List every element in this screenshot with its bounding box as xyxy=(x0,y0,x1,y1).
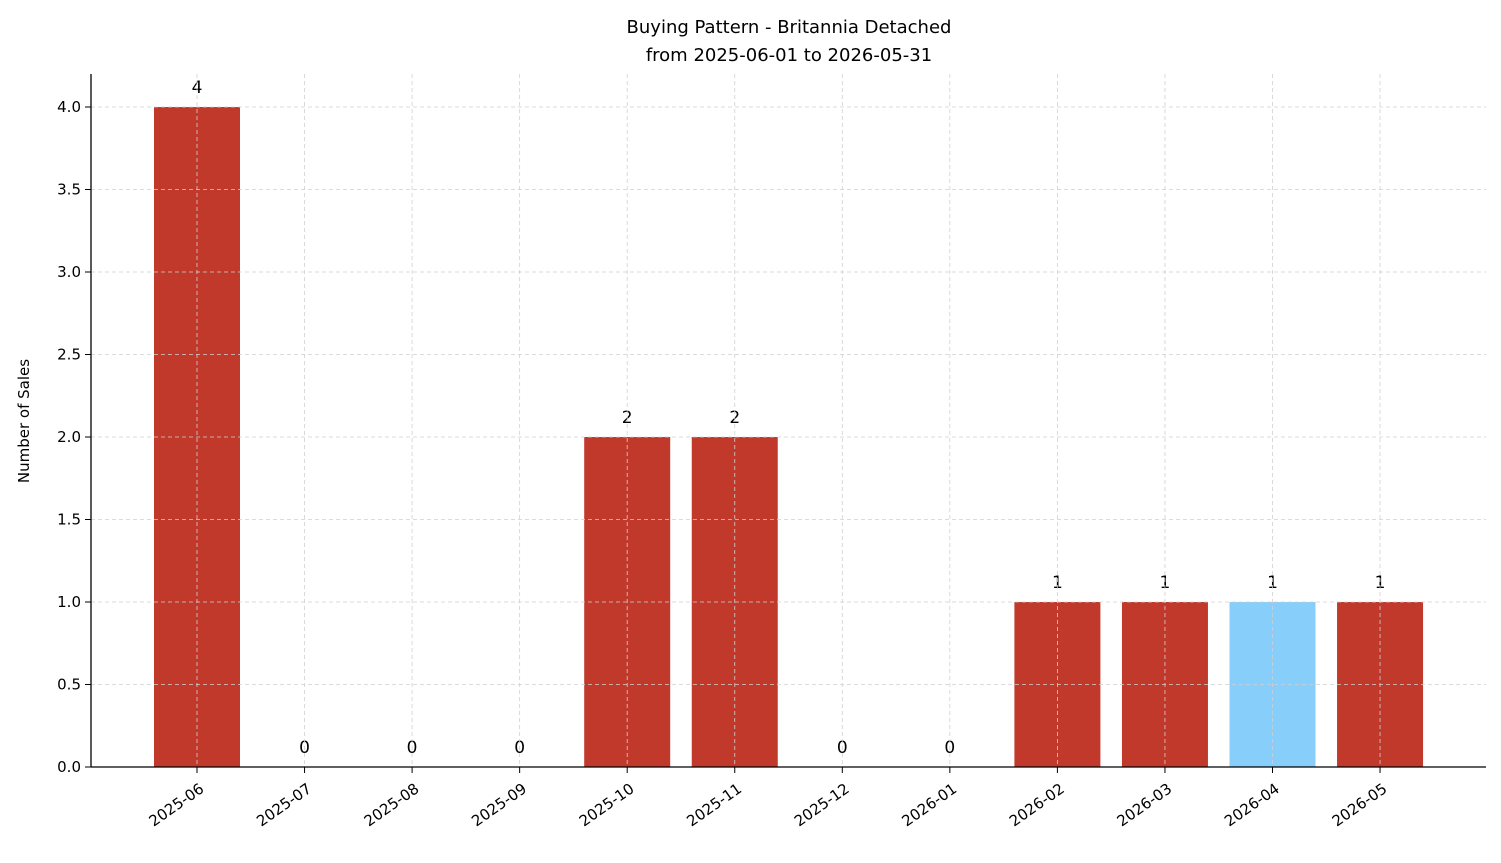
x-tick-label: 2026-04 xyxy=(1221,780,1283,831)
x-tick-label: 2026-03 xyxy=(1114,780,1176,831)
x-tick-label: 2026-02 xyxy=(1006,780,1068,831)
value-label: 1 xyxy=(1052,573,1063,593)
y-axis-label: Number of Sales xyxy=(15,359,33,483)
y-tick-label: 2.5 xyxy=(57,346,81,364)
y-tick-label: 1.5 xyxy=(57,511,81,529)
y-tick-label: 1.0 xyxy=(57,593,81,611)
x-tick-label: 2025-08 xyxy=(361,780,423,831)
x-tick-label: 2026-01 xyxy=(898,780,960,831)
y-tick-label: 0.5 xyxy=(57,676,81,694)
y-tick-label: 3.5 xyxy=(57,181,81,199)
x-tick-label: 2025-11 xyxy=(683,780,745,831)
value-label: 1 xyxy=(1160,573,1171,593)
value-label: 1 xyxy=(1267,573,1278,593)
y-tick-label: 0.0 xyxy=(57,758,81,776)
x-tick-label: 2025-12 xyxy=(791,780,853,831)
chart-subtitle: from 2025-06-01 to 2026-05-31 xyxy=(646,45,932,66)
value-label: 1 xyxy=(1375,573,1386,593)
x-tick-label: 2025-10 xyxy=(576,780,638,831)
x-tick-label: 2025-07 xyxy=(253,780,315,831)
x-tick-label: 2025-09 xyxy=(468,780,530,831)
y-tick-label: 2.0 xyxy=(57,428,81,446)
y-tick-label: 4.0 xyxy=(57,98,81,116)
y-tick-label: 3.0 xyxy=(57,263,81,281)
x-tick-label: 2026-05 xyxy=(1329,780,1391,831)
chart-title: Buying Pattern - Britannia Detached xyxy=(627,17,952,38)
x-tick-label: 2025-06 xyxy=(146,780,208,831)
